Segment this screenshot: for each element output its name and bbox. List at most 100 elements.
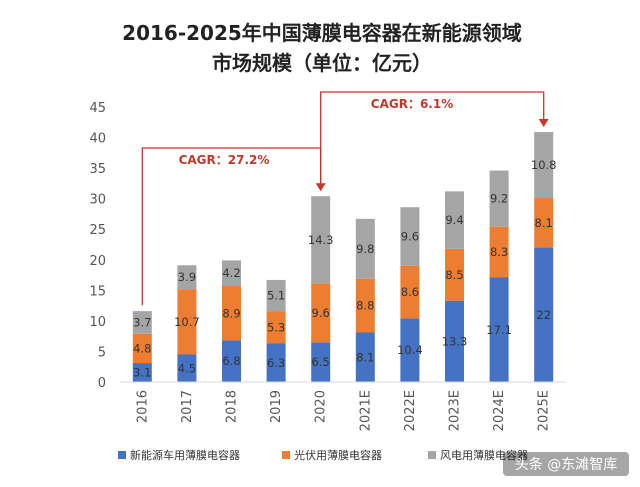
data-label: 9.4 — [445, 213, 463, 227]
data-label: 8.5 — [445, 268, 463, 282]
x-tick-label: 2018 — [225, 390, 240, 423]
bar-segment — [355, 218, 375, 279]
x-tick-label: 2024E — [492, 390, 507, 431]
data-label: 8.1 — [356, 350, 374, 364]
y-tick-label: 30 — [89, 193, 106, 208]
cagr-bracket — [320, 91, 545, 191]
chart-title-line1: 2016-2025年中国薄膜电容器在新能源领域 — [122, 21, 522, 45]
data-label: 6.5 — [312, 355, 330, 369]
y-tick-label: 35 — [89, 162, 106, 177]
bar-segment — [445, 191, 464, 249]
arrow-head — [538, 119, 549, 128]
x-axis-ticks: 2016 2017 2018 2019 2020 2021E 2022E 2023E 2024E… — [135, 390, 551, 431]
y-tick-label: 25 — [89, 223, 106, 238]
watermark-background — [503, 452, 629, 476]
x-tick-label: 2022E — [403, 390, 418, 431]
data-label: 3.1 — [133, 366, 151, 380]
data-label: 9.6 — [312, 306, 330, 320]
data-label: 6.8 — [222, 354, 240, 368]
data-label: 9.8 — [356, 242, 374, 256]
bar-segment — [400, 265, 420, 319]
legend-swatch — [282, 451, 290, 459]
data-label: 5.3 — [267, 320, 285, 334]
y-tick-label: 20 — [89, 254, 106, 269]
data-label: 13.3 — [442, 334, 468, 348]
data-label: 8.8 — [356, 299, 374, 313]
bar-segment — [132, 333, 152, 364]
bar-segment — [400, 318, 420, 382]
data-label: 9.2 — [490, 192, 508, 206]
data-label: 10.8 — [531, 158, 557, 172]
bar-segment — [266, 279, 286, 312]
bar-segment — [489, 170, 509, 227]
legend-swatch — [118, 451, 126, 459]
data-label: 4.8 — [133, 341, 151, 355]
data-label: 8.6 — [401, 285, 419, 299]
y-tick-label: 0 — [98, 376, 106, 391]
cagr-label: CAGR：6.1% — [371, 97, 453, 111]
data-label: 22 — [536, 308, 551, 322]
bar-segment — [489, 277, 509, 382]
y-tick-label: 40 — [89, 132, 106, 147]
data-label: 6.3 — [267, 356, 285, 370]
bars — [132, 132, 554, 382]
x-tick-label: 2020 — [314, 390, 329, 423]
x-tick-label: 2017 — [180, 390, 195, 423]
cagr-label: CAGR：27.2% — [179, 153, 270, 167]
bar-segment — [311, 196, 331, 284]
watermark-text: 头条 @东滩智库 — [515, 456, 617, 473]
bar-segment — [534, 198, 554, 248]
data-label: 14.3 — [308, 233, 334, 247]
x-tick-label: 2025E — [537, 390, 552, 431]
data-label: 5.1 — [267, 289, 285, 303]
legend-label: 新能源车用薄膜电容器 — [130, 448, 240, 462]
bar-segment — [222, 286, 241, 341]
x-tick-label: 2016 — [135, 390, 150, 423]
x-tick-label: 2021E — [358, 390, 373, 431]
legend: 新能源车用薄膜电容器 光伏用薄膜电容器 风电用薄膜电容器 — [118, 448, 528, 462]
bar-segment — [445, 300, 464, 382]
y-axis-ticks: 0 5 10 15 20 25 30 35 40 45 — [89, 101, 106, 391]
legend-label: 光伏用薄膜电容器 — [294, 448, 382, 462]
y-tick-label: 45 — [89, 101, 106, 116]
data-label: 3.7 — [133, 315, 151, 329]
bar-segment — [177, 354, 197, 382]
x-tick-label: 2023E — [448, 390, 463, 431]
data-label: 4.2 — [222, 266, 240, 280]
bar-segment — [177, 289, 197, 355]
y-tick-label: 15 — [89, 284, 106, 299]
bar-segment — [445, 248, 464, 301]
bar-segment — [489, 226, 509, 278]
chart-title-line2: 市场规模（单位：亿元） — [212, 51, 432, 75]
bar-segment — [266, 343, 286, 382]
bar-segment — [222, 260, 241, 287]
bar-segment — [400, 207, 420, 266]
cagr-annotations: CAGR：27.2% CAGR：6.1% — [141, 91, 549, 306]
data-label: 10.7 — [174, 315, 200, 329]
bar-segment — [355, 278, 375, 333]
x-tick-label: 2019 — [269, 390, 284, 423]
data-label: 9.6 — [401, 230, 419, 244]
y-tick-label: 10 — [89, 315, 106, 330]
bar-segment — [132, 311, 152, 334]
data-label: 17.1 — [486, 323, 512, 337]
data-labels: 3.1 4.8 3.7 4.5 10.7 3.9 6.8 8.9 4.2 6.3 5.3 5.1 6.5… — [133, 158, 556, 379]
bar-segment — [177, 265, 197, 290]
data-label: 8.1 — [535, 216, 553, 230]
bar-segment — [266, 311, 286, 344]
bar-segment — [222, 340, 241, 382]
data-label: 8.3 — [490, 245, 508, 259]
data-label: 10.4 — [397, 343, 423, 357]
bar-segment — [534, 247, 554, 382]
bar-segment — [355, 332, 375, 382]
legend-swatch — [428, 451, 436, 459]
data-label: 4.5 — [178, 361, 196, 375]
bar-segment — [311, 342, 331, 382]
watermark: 头条 @东滩智库 — [503, 452, 629, 476]
y-tick-label: 5 — [98, 345, 106, 360]
data-label: 3.9 — [178, 270, 196, 284]
legend-label: 风电用薄膜电容器 — [440, 448, 528, 462]
bar-segment — [132, 363, 152, 382]
data-label: 8.9 — [222, 306, 240, 320]
